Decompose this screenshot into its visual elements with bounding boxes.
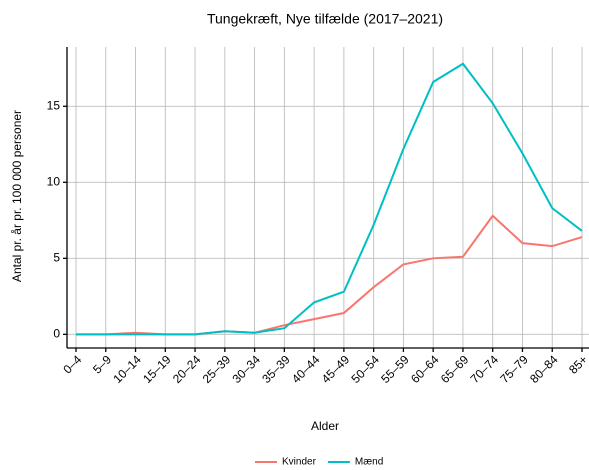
x-tick-label: 20–24 — [170, 352, 204, 386]
x-tick-label: 10–14 — [110, 352, 144, 386]
x-tick-label: 60–64 — [408, 352, 442, 386]
x-tick-label: 5–9 — [90, 352, 114, 376]
chart-title: Tungekræft, Nye tilfælde (2017–2021) — [207, 11, 443, 27]
x-tick-label: 75–79 — [497, 352, 531, 386]
legend-label: Mænd — [355, 457, 383, 468]
y-axis-title: Antal pr. år pr. 100 000 personer — [10, 110, 24, 282]
y-tick-label: 5 — [53, 250, 60, 264]
x-tick-label: 85+ — [566, 352, 589, 376]
legend-label: Kvinder — [282, 457, 317, 468]
x-tick-label: 0–4 — [60, 352, 84, 376]
y-tick-label: 15 — [47, 98, 61, 112]
y-tick-label: 0 — [53, 326, 60, 340]
x-tick-label: 15–19 — [140, 352, 174, 386]
x-tick-label: 45–49 — [319, 352, 353, 386]
x-tick-label: 65–69 — [438, 352, 472, 386]
x-tick-label: 40–44 — [289, 352, 323, 386]
x-tick-label: 50–54 — [349, 352, 383, 386]
x-axis-title: Alder — [311, 419, 339, 433]
x-tick-label: 55–59 — [378, 352, 412, 386]
x-tick-label: 35–39 — [259, 352, 293, 386]
y-tick-label: 10 — [47, 174, 61, 188]
x-tick-label: 70–74 — [468, 352, 502, 386]
x-tick-label: 25–39 — [200, 352, 234, 386]
line-series — [76, 62, 583, 336]
x-tick-label: 30–34 — [229, 352, 263, 386]
x-tick-label: 80–84 — [527, 352, 561, 386]
line-series — [76, 214, 583, 336]
